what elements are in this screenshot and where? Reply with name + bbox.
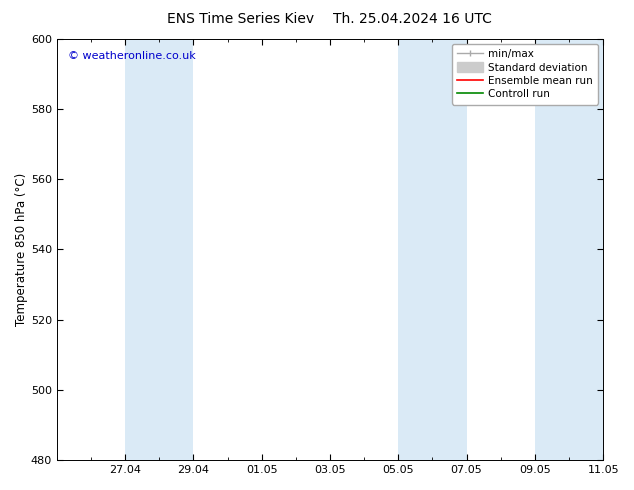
- Bar: [125, 39, 193, 460]
- Text: © weatheronline.co.uk: © weatheronline.co.uk: [68, 51, 195, 61]
- Bar: [535, 39, 603, 460]
- Text: ENS Time Series Kiev: ENS Time Series Kiev: [167, 12, 314, 26]
- Legend: min/max, Standard deviation, Ensemble mean run, Controll run: min/max, Standard deviation, Ensemble me…: [451, 44, 598, 104]
- Text: Th. 25.04.2024 16 UTC: Th. 25.04.2024 16 UTC: [333, 12, 491, 26]
- Y-axis label: Temperature 850 hPa (°C): Temperature 850 hPa (°C): [15, 173, 28, 326]
- Bar: [398, 39, 467, 460]
